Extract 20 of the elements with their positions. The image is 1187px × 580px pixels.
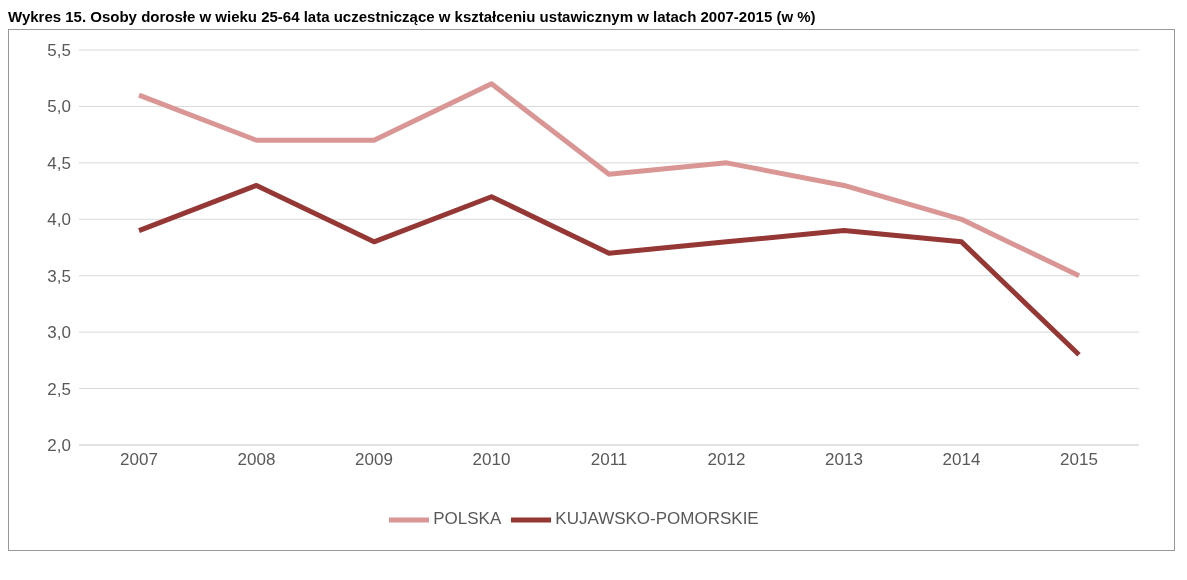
x-tick-label: 2014 bbox=[942, 450, 981, 470]
y-tick-label: 4,0 bbox=[47, 210, 71, 230]
y-tick-label: 3,5 bbox=[47, 266, 71, 286]
chart-title: Wykres 15. Osoby dorosłe w wieku 25-64 lata uczestniczące w kształceniu ustawicznym w latach 2007-2015 (w %) bbox=[8, 8, 817, 25]
y-tick-label: 2,5 bbox=[47, 379, 71, 399]
y-tick-label: 2,0 bbox=[47, 436, 71, 456]
x-tick-label: 2011 bbox=[590, 450, 628, 470]
x-tick-label: 2009 bbox=[355, 450, 393, 470]
x-tick-label: 2007 bbox=[120, 450, 158, 470]
y-tick-label: 4,5 bbox=[47, 153, 71, 173]
legend-label: POLSKA bbox=[433, 509, 502, 529]
y-tick-label: 5,0 bbox=[47, 97, 71, 117]
y-tick-label: 5,5 bbox=[47, 41, 71, 61]
x-tick-label: 2008 bbox=[237, 450, 276, 470]
x-tick-label: 2012 bbox=[707, 450, 746, 470]
x-tick-label: 2013 bbox=[825, 450, 863, 470]
legend-label: KUJAWSKO-POMORSKIE bbox=[555, 509, 759, 529]
x-tick-label: 2015 bbox=[1060, 450, 1098, 470]
x-tick-label: 2010 bbox=[472, 450, 511, 470]
y-tick-label: 3,0 bbox=[47, 323, 71, 343]
